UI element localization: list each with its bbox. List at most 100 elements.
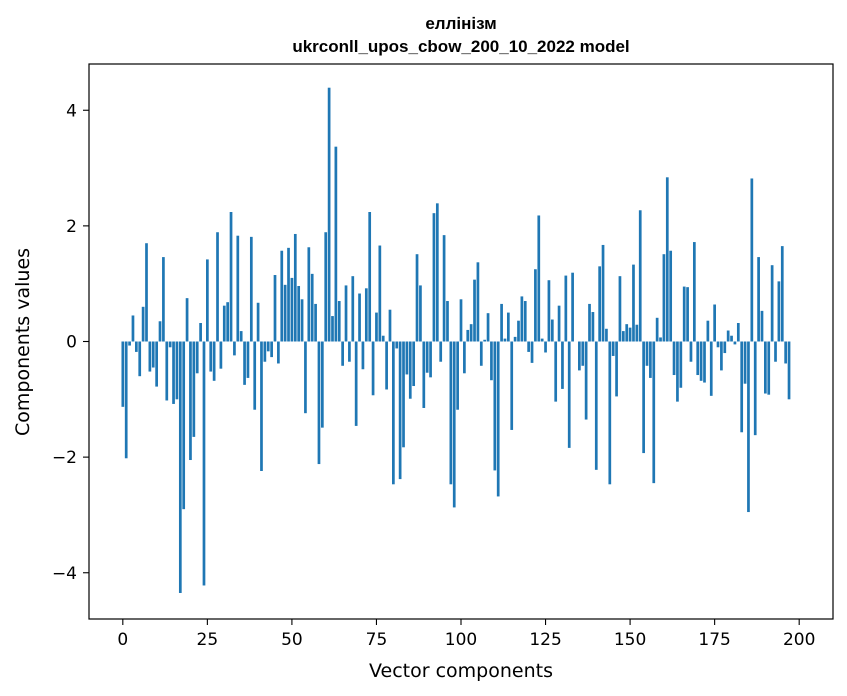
bar	[784, 341, 788, 364]
bar	[506, 312, 510, 342]
bar	[341, 341, 344, 366]
bar	[669, 250, 673, 342]
bar	[764, 341, 767, 394]
x-tick-label: 0	[117, 630, 128, 650]
bar	[185, 298, 189, 342]
bar	[317, 341, 321, 465]
bar	[270, 341, 273, 358]
bar	[588, 303, 591, 342]
bar	[632, 264, 635, 342]
bar	[578, 341, 581, 371]
bar	[557, 305, 561, 342]
bar	[219, 341, 223, 369]
bar	[364, 288, 368, 342]
bar	[530, 341, 534, 363]
bar	[635, 324, 639, 342]
bar	[584, 341, 588, 420]
bar	[611, 341, 615, 356]
bar	[222, 305, 226, 342]
bar	[605, 328, 608, 342]
bar	[192, 341, 196, 437]
bar	[358, 293, 361, 342]
bar	[699, 341, 703, 381]
bar	[195, 341, 199, 374]
x-tick-label: 100	[445, 630, 477, 650]
bar	[415, 254, 419, 342]
bar	[172, 341, 175, 404]
bar	[513, 336, 517, 342]
bar	[368, 212, 372, 342]
bar	[730, 335, 733, 342]
bar	[679, 341, 683, 388]
bar	[178, 341, 182, 593]
bar	[500, 303, 503, 342]
bar	[780, 246, 784, 342]
bar	[777, 281, 781, 342]
bar	[162, 257, 165, 342]
bar	[757, 257, 760, 342]
bar	[682, 286, 686, 342]
bar	[331, 316, 334, 342]
bar	[510, 341, 514, 430]
bar	[287, 247, 290, 342]
bar	[334, 146, 338, 342]
bar	[567, 341, 571, 448]
bar	[124, 341, 128, 459]
bar	[378, 245, 382, 342]
bar	[476, 262, 480, 342]
bar	[168, 341, 172, 348]
x-tick-label: 150	[614, 630, 646, 650]
bar	[608, 341, 612, 485]
bar	[540, 338, 544, 342]
bar	[591, 312, 595, 342]
bar	[239, 331, 243, 342]
bar	[422, 341, 426, 408]
y-tick-label: −2	[52, 448, 77, 468]
x-tick-label: 200	[783, 630, 815, 650]
bar	[263, 341, 267, 362]
bar	[432, 213, 436, 342]
bar	[709, 341, 713, 396]
bar	[638, 210, 642, 342]
bar	[371, 341, 375, 396]
bar	[419, 285, 422, 342]
bar	[534, 269, 537, 342]
bar	[554, 341, 558, 402]
bar	[425, 341, 429, 373]
bar	[733, 341, 737, 345]
bar	[375, 312, 378, 342]
y-tick-label: 2	[66, 217, 77, 237]
bar	[182, 341, 186, 510]
bar	[209, 341, 213, 372]
bar	[442, 235, 446, 342]
bar	[304, 341, 307, 414]
x-tick-label: 75	[366, 630, 388, 650]
bar	[121, 341, 125, 407]
bar	[128, 341, 131, 346]
bar	[348, 341, 351, 362]
bar	[750, 178, 754, 342]
bar	[233, 341, 236, 356]
bar	[337, 301, 341, 342]
x-tick-label: 50	[281, 630, 303, 650]
bar	[148, 341, 152, 372]
bar	[618, 276, 622, 342]
bar	[361, 341, 365, 370]
bar	[743, 341, 747, 384]
bar	[459, 299, 463, 342]
bar	[753, 341, 757, 436]
bar	[381, 335, 385, 342]
bar	[723, 341, 727, 354]
x-axis-label: Vector components	[369, 660, 553, 682]
bar	[466, 329, 470, 342]
bar	[628, 327, 632, 342]
bar	[327, 87, 331, 342]
y-tick-label: 4	[66, 101, 77, 121]
chart-title: еллінізм	[425, 14, 496, 33]
bar	[490, 341, 493, 381]
bar	[720, 341, 723, 371]
bar	[408, 341, 412, 399]
bar	[686, 287, 689, 342]
bar	[564, 275, 568, 342]
